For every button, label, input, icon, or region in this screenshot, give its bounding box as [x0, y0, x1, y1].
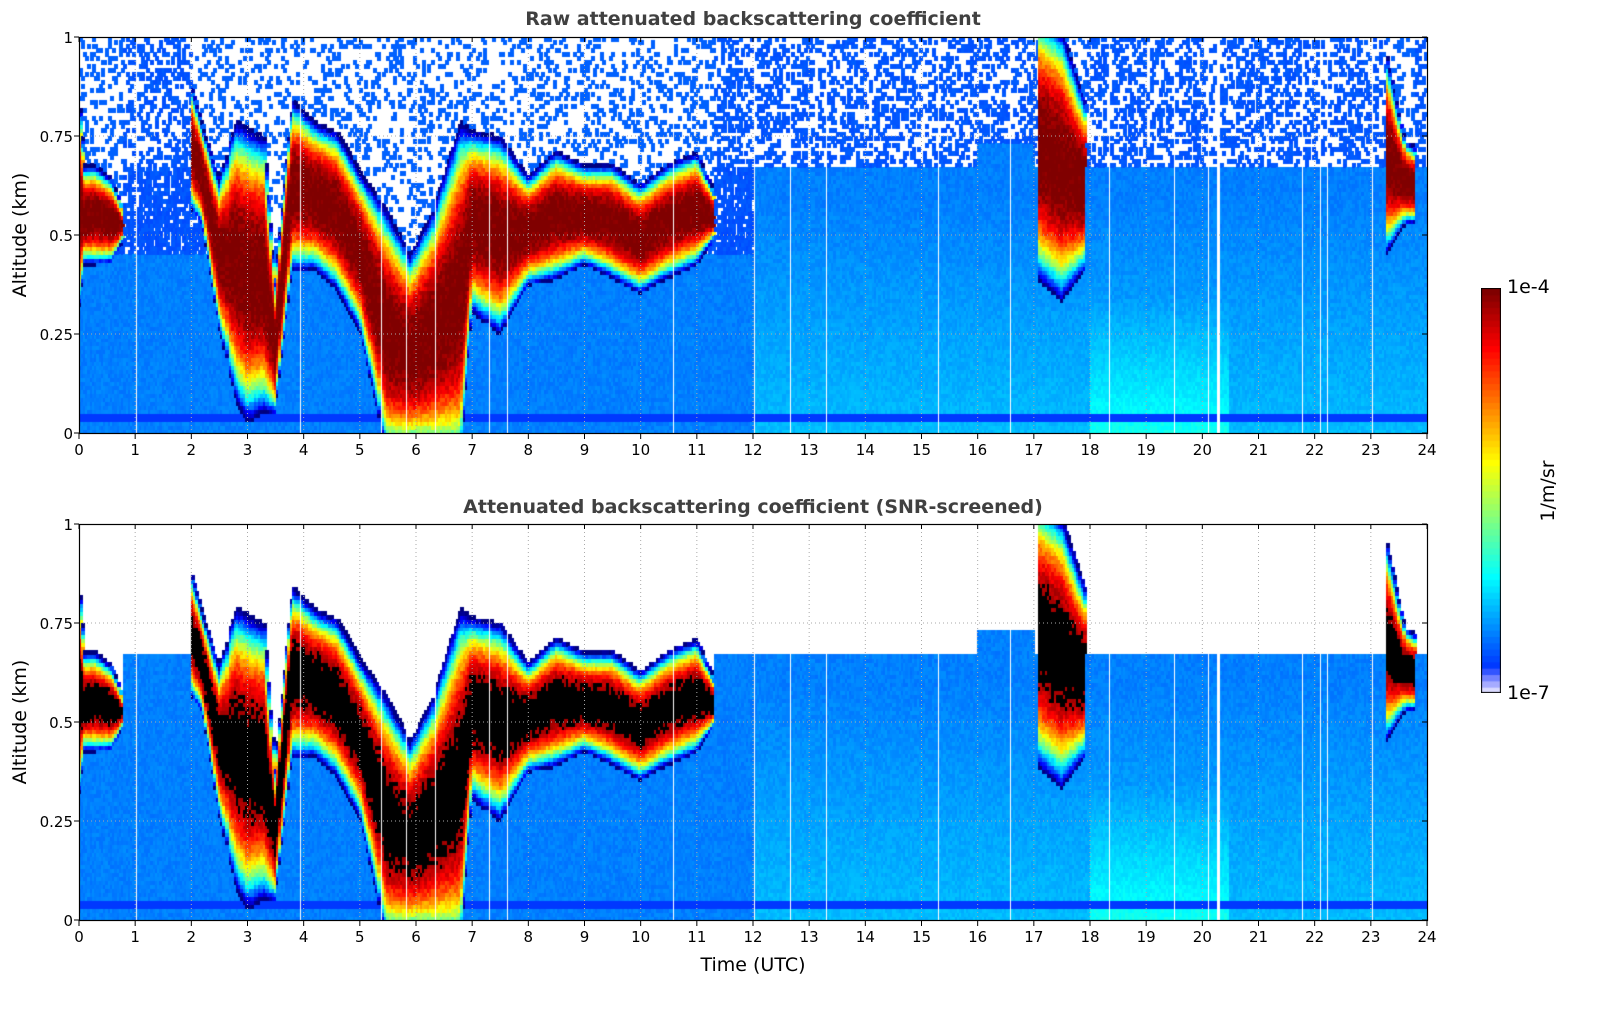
bottom-y-axis-label: Altitude (km) [9, 659, 31, 785]
x-tick-label: 17 [1024, 928, 1043, 946]
x-tick-label: 15 [912, 928, 931, 946]
x-tick-label: 16 [968, 441, 987, 459]
x-tick-label: 5 [355, 441, 365, 459]
x-tick-label: 20 [1193, 928, 1212, 946]
x-tick-label: 7 [467, 928, 477, 946]
x-tick-label: 24 [1417, 928, 1436, 946]
x-tick-label: 1 [130, 928, 140, 946]
x-tick-label: 16 [968, 928, 987, 946]
colorbar-max-label: 1e-4 [1507, 276, 1550, 298]
x-tick-label: 8 [524, 441, 534, 459]
x-tick-label: 18 [1080, 441, 1099, 459]
y-tick-label: 0.5 [49, 714, 73, 732]
x-tick-label: 3 [243, 441, 253, 459]
x-tick-label: 22 [1305, 928, 1324, 946]
top-chart-title: Raw attenuated backscattering coefficien… [525, 8, 981, 30]
x-tick-label: 14 [856, 928, 875, 946]
x-tick-label: 11 [687, 441, 706, 459]
y-tick-label: 0 [63, 425, 73, 443]
x-tick-label: 13 [800, 928, 819, 946]
x-tick-label: 23 [1361, 928, 1380, 946]
x-tick-label: 14 [856, 441, 875, 459]
x-tick-label: 12 [743, 928, 762, 946]
x-tick-label: 0 [74, 441, 84, 459]
y-tick-label: 0.5 [49, 227, 73, 245]
x-tick-label: 2 [187, 441, 197, 459]
top-y-axis-label: Altitude (km) [9, 172, 31, 298]
x-tick-label: 4 [299, 441, 309, 459]
x-axis-label: Time (UTC) [700, 954, 806, 976]
x-tick-label: 8 [524, 928, 534, 946]
x-tick-label: 5 [355, 928, 365, 946]
x-tick-label: 22 [1305, 441, 1324, 459]
y-tick-label: 0.25 [40, 813, 73, 831]
x-tick-label: 9 [580, 928, 590, 946]
x-tick-label: 1 [130, 441, 140, 459]
y-tick-label: 0.25 [40, 326, 73, 344]
x-tick-label: 17 [1024, 441, 1043, 459]
x-tick-label: 19 [1137, 928, 1156, 946]
x-tick-label: 15 [912, 441, 931, 459]
x-tick-label: 18 [1080, 928, 1099, 946]
x-tick-label: 19 [1137, 441, 1156, 459]
x-tick-label: 2 [187, 928, 197, 946]
y-tick-label: 1 [63, 29, 73, 47]
x-tick-label: 21 [1249, 441, 1268, 459]
x-tick-label: 23 [1361, 441, 1380, 459]
x-tick-label: 9 [580, 441, 590, 459]
x-tick-label: 10 [631, 441, 650, 459]
x-tick-label: 10 [631, 928, 650, 946]
y-tick-label: 0.75 [40, 128, 73, 146]
x-tick-label: 4 [299, 928, 309, 946]
x-tick-label: 7 [467, 441, 477, 459]
colorbar [1481, 288, 1501, 693]
x-tick-label: 11 [687, 928, 706, 946]
x-tick-label: 20 [1193, 441, 1212, 459]
plot-frame [78, 523, 1429, 922]
x-tick-label: 6 [411, 441, 421, 459]
y-tick-label: 1 [63, 516, 73, 534]
x-tick-label: 13 [800, 441, 819, 459]
x-tick-label: 6 [411, 928, 421, 946]
bottom-chart-title: Attenuated backscattering coefficient (S… [463, 496, 1043, 518]
colorbar-min-label: 1e-7 [1507, 682, 1550, 704]
x-tick-label: 12 [743, 441, 762, 459]
x-tick-label: 24 [1417, 441, 1436, 459]
colorbar-unit-label: 1/m/sr [1537, 460, 1559, 522]
y-tick-label: 0.75 [40, 615, 73, 633]
x-tick-label: 3 [243, 928, 253, 946]
plot-frame [78, 36, 1429, 435]
y-tick-label: 0 [63, 912, 73, 930]
x-tick-label: 0 [74, 928, 84, 946]
x-tick-label: 21 [1249, 928, 1268, 946]
